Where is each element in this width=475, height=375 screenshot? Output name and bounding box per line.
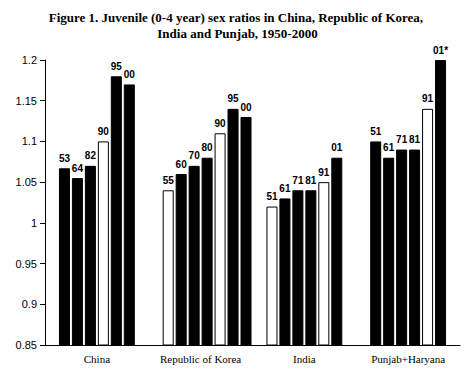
svg-text:1: 1 (31, 217, 37, 229)
svg-text:71: 71 (396, 134, 408, 145)
svg-text:India and Punjab, 1950-2000: India and Punjab, 1950-2000 (157, 26, 317, 41)
svg-text:61: 61 (383, 142, 395, 153)
svg-text:Figure 1. Juvenile (0-4 year): Figure 1. Juvenile (0-4 year) sex ratios… (49, 10, 427, 25)
svg-text:80: 80 (202, 142, 214, 153)
svg-text:Republic of Korea: Republic of Korea (160, 353, 241, 365)
svg-text:61: 61 (279, 183, 291, 194)
svg-text:95: 95 (111, 61, 123, 72)
svg-text:0.95: 0.95 (16, 258, 37, 270)
svg-text:82: 82 (85, 150, 97, 161)
svg-text:90: 90 (98, 126, 110, 137)
svg-text:55: 55 (163, 175, 175, 186)
svg-text:70: 70 (189, 150, 201, 161)
svg-text:95: 95 (227, 93, 239, 104)
svg-text:51: 51 (266, 191, 278, 202)
svg-text:1.15: 1.15 (16, 95, 37, 107)
svg-text:1.05: 1.05 (16, 176, 37, 188)
svg-text:81: 81 (409, 134, 421, 145)
svg-text:00: 00 (124, 69, 136, 80)
svg-text:60: 60 (176, 159, 188, 170)
svg-text:90: 90 (215, 118, 227, 129)
svg-text:91: 91 (318, 167, 330, 178)
svg-text:0.9: 0.9 (22, 298, 37, 310)
svg-text:01: 01 (331, 142, 343, 153)
svg-text:51: 51 (370, 126, 382, 137)
svg-text:81: 81 (305, 175, 317, 186)
svg-text:00: 00 (240, 102, 252, 113)
svg-text:India: India (293, 353, 316, 365)
svg-text:0.85: 0.85 (16, 339, 37, 351)
svg-text:64: 64 (72, 163, 84, 174)
svg-text:01*: 01* (433, 45, 448, 56)
svg-text:53: 53 (59, 153, 71, 164)
svg-text:1.1: 1.1 (22, 135, 37, 147)
svg-text:71: 71 (292, 175, 304, 186)
svg-text:China: China (84, 353, 110, 365)
svg-text:91: 91 (422, 93, 434, 104)
svg-text:Punjab+Haryana: Punjab+Haryana (371, 353, 445, 365)
svg-text:1.2: 1.2 (22, 54, 37, 66)
